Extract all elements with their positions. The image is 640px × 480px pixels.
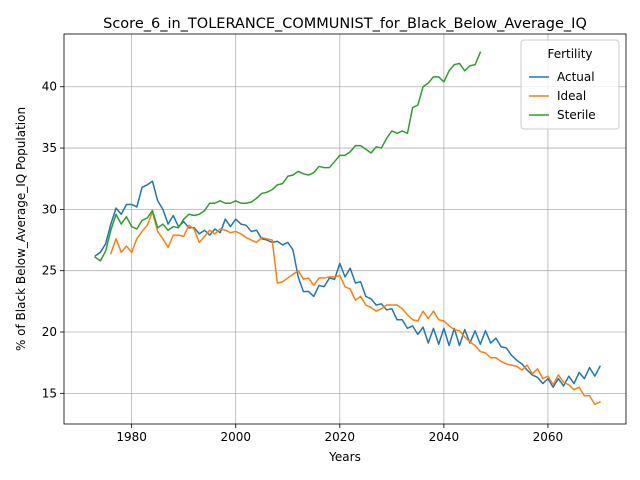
plot-area-frame xyxy=(63,33,627,425)
chart-title: Score_6_in_TOLERANCE_COMMUNIST_for_Black… xyxy=(103,16,587,32)
axis-ticks: 1980 2000 2020 2040 2060 15 20 25 30 35 40 xyxy=(42,80,563,444)
legend-box xyxy=(520,39,620,130)
legend: Fertility Actual Ideal Sterile xyxy=(520,39,620,130)
series-line-sterile xyxy=(94,51,482,262)
legend-entries: Actual Ideal Sterile xyxy=(529,70,596,122)
series-lines xyxy=(94,51,601,406)
y-tick-label: 35 xyxy=(42,141,57,155)
legend-title: Fertility xyxy=(547,47,592,61)
x-axis-label: Years xyxy=(328,450,361,464)
series-line-ideal xyxy=(109,211,601,406)
x-tick-label: 2040 xyxy=(429,430,460,444)
legend-label-ideal: Ideal xyxy=(557,89,586,103)
legend-label-actual: Actual xyxy=(557,70,595,84)
y-tick-label: 40 xyxy=(42,80,57,94)
x-tick-label: 2020 xyxy=(325,430,356,444)
y-tick-label: 15 xyxy=(42,386,57,400)
x-tick-label: 2060 xyxy=(533,430,564,444)
x-tick-label: 2000 xyxy=(220,430,251,444)
x-tick-label: 1980 xyxy=(116,430,147,444)
y-tick-label: 20 xyxy=(42,325,57,339)
y-axis-label: % of Black Below_Average_IQ Population xyxy=(14,107,28,351)
y-tick-label: 30 xyxy=(42,202,57,216)
legend-label-sterile: Sterile xyxy=(557,108,596,122)
y-tick-label: 25 xyxy=(42,264,57,278)
